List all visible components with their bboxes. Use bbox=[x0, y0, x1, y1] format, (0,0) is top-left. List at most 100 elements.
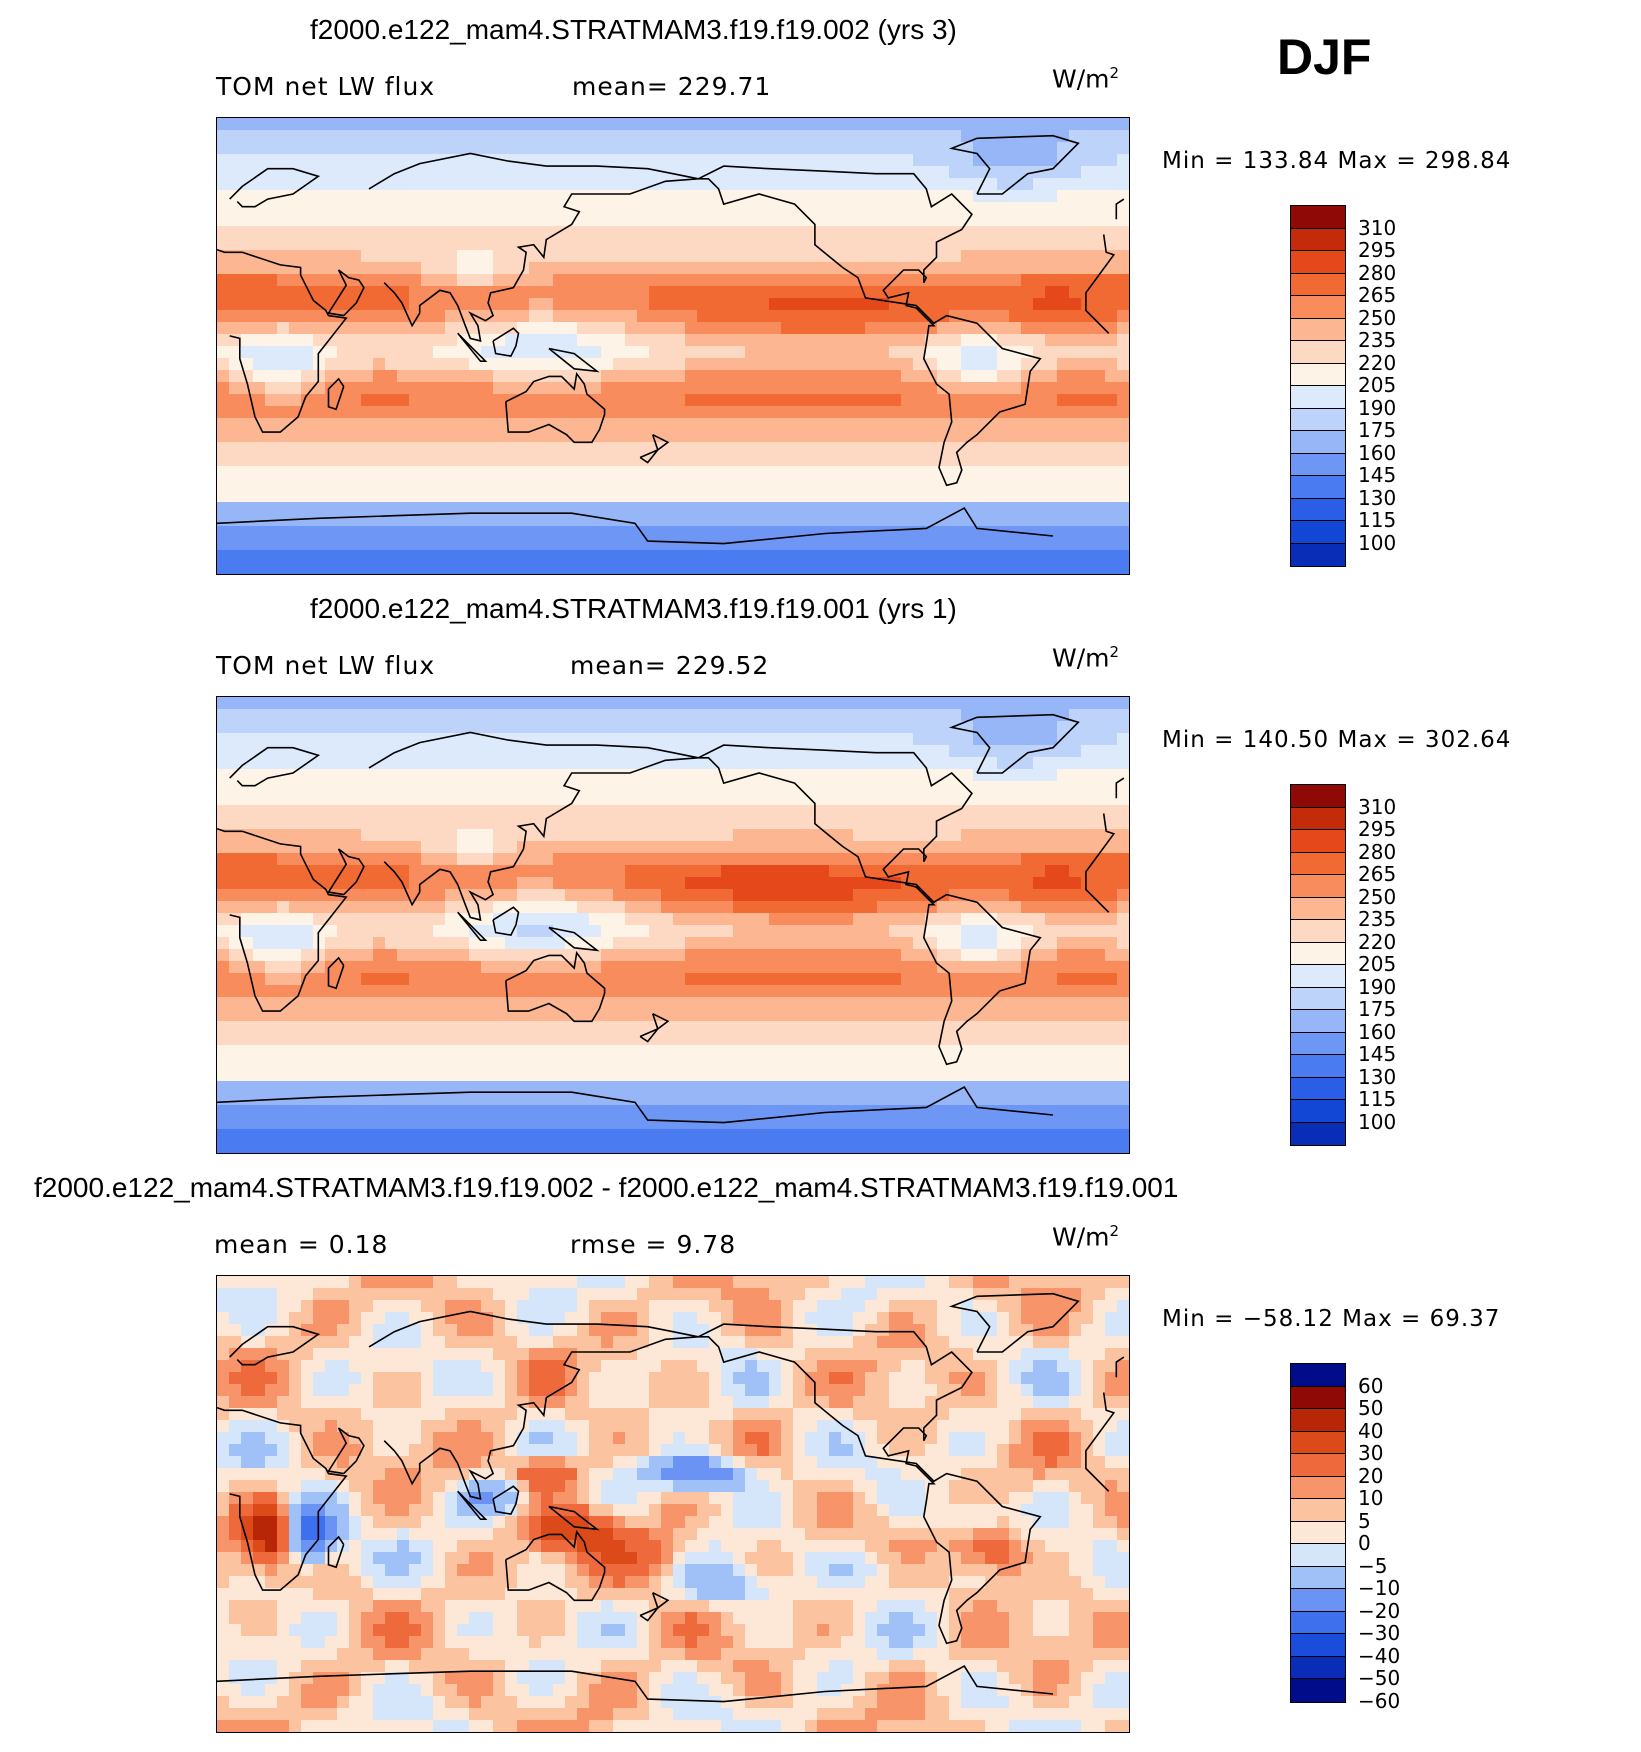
field-cell bbox=[589, 298, 602, 311]
field-cell bbox=[805, 817, 818, 830]
field-cell bbox=[613, 178, 626, 191]
field-cell bbox=[685, 142, 698, 155]
field-cell bbox=[553, 214, 566, 227]
field-cell bbox=[985, 406, 998, 419]
field-cell bbox=[505, 430, 518, 443]
field-cell bbox=[421, 733, 434, 746]
field-cell bbox=[277, 538, 290, 551]
field-cell bbox=[289, 298, 302, 311]
field-cell bbox=[1045, 310, 1058, 323]
field-cell bbox=[829, 142, 842, 155]
field-cell bbox=[925, 925, 938, 938]
field-cell bbox=[1009, 442, 1022, 455]
field-cell bbox=[697, 550, 710, 563]
field-cell bbox=[469, 781, 482, 794]
field-cell bbox=[889, 985, 902, 998]
field-cell bbox=[673, 334, 686, 347]
field-cell bbox=[325, 997, 338, 1010]
field-cell bbox=[1057, 853, 1070, 866]
field-cell bbox=[889, 514, 902, 527]
field-cell bbox=[457, 841, 470, 854]
field-cell bbox=[853, 709, 866, 722]
field-cell bbox=[481, 781, 494, 794]
field-cell bbox=[1105, 466, 1118, 479]
field-cell bbox=[973, 406, 986, 419]
field-cell bbox=[757, 973, 770, 986]
field-cell bbox=[373, 538, 386, 551]
field-cell bbox=[637, 841, 650, 854]
field-cell bbox=[745, 781, 758, 794]
field-cell bbox=[505, 1009, 518, 1022]
field-cell bbox=[1117, 250, 1129, 263]
field-cell bbox=[961, 781, 974, 794]
field-cell bbox=[1021, 334, 1034, 347]
field-cell bbox=[973, 238, 986, 251]
field-cell bbox=[745, 418, 758, 431]
field-cell bbox=[1045, 322, 1058, 335]
field-cell bbox=[901, 322, 914, 335]
field-cell bbox=[265, 370, 278, 383]
field-cell bbox=[1033, 298, 1046, 311]
field-cell bbox=[517, 949, 530, 962]
field-cell bbox=[937, 250, 950, 263]
field-cell bbox=[289, 721, 302, 734]
field-cell bbox=[649, 514, 662, 527]
field-cell bbox=[1081, 865, 1094, 878]
field-cell bbox=[937, 142, 950, 155]
field-cell bbox=[481, 466, 494, 479]
field-cell bbox=[721, 238, 734, 251]
field-cell bbox=[913, 190, 926, 203]
field-cell bbox=[937, 190, 950, 203]
field-cell bbox=[877, 985, 890, 998]
field-cell bbox=[709, 454, 722, 467]
field-cell bbox=[937, 238, 950, 251]
field-cell bbox=[553, 781, 566, 794]
field-cell bbox=[769, 178, 782, 191]
field-cell bbox=[817, 346, 830, 359]
field-cell bbox=[1105, 985, 1118, 998]
field-cell bbox=[1081, 562, 1094, 574]
field-cell bbox=[529, 853, 542, 866]
field-cell bbox=[853, 370, 866, 383]
field-cell bbox=[1081, 853, 1094, 866]
field-cell bbox=[421, 214, 434, 227]
field-cell bbox=[397, 865, 410, 878]
field-cell bbox=[1093, 949, 1106, 962]
field-cell bbox=[1081, 805, 1094, 818]
field-cell bbox=[493, 358, 506, 371]
field-cell bbox=[661, 985, 674, 998]
field-cell bbox=[733, 985, 746, 998]
field-cell bbox=[841, 370, 854, 383]
field-cell bbox=[337, 334, 350, 347]
field-cell bbox=[313, 286, 326, 299]
field-cell bbox=[565, 490, 578, 503]
field-cell bbox=[985, 961, 998, 974]
field-cell bbox=[1021, 901, 1034, 914]
field-cell bbox=[877, 550, 890, 563]
field-cell bbox=[445, 178, 458, 191]
field-cell bbox=[733, 973, 746, 986]
field-cell bbox=[961, 877, 974, 890]
field-cell bbox=[1021, 781, 1034, 794]
field-cell bbox=[217, 346, 230, 359]
field-cell bbox=[721, 250, 734, 263]
field-cell bbox=[445, 346, 458, 359]
field-cell bbox=[1093, 190, 1106, 203]
field-cell bbox=[697, 262, 710, 275]
field-cell bbox=[637, 250, 650, 263]
field-cell bbox=[877, 262, 890, 275]
field-cell bbox=[997, 961, 1010, 974]
field-cell bbox=[913, 418, 926, 431]
field-cell bbox=[289, 394, 302, 407]
field-cell bbox=[937, 901, 950, 914]
field-cell bbox=[973, 382, 986, 395]
field-cell bbox=[673, 274, 686, 287]
field-cell bbox=[613, 985, 626, 998]
field-cell bbox=[553, 697, 566, 710]
field-cell bbox=[997, 781, 1010, 794]
field-cell bbox=[409, 274, 422, 287]
field-cell bbox=[889, 526, 902, 539]
field-cell bbox=[313, 805, 326, 818]
field-cell bbox=[229, 877, 242, 890]
field-cell bbox=[553, 793, 566, 806]
